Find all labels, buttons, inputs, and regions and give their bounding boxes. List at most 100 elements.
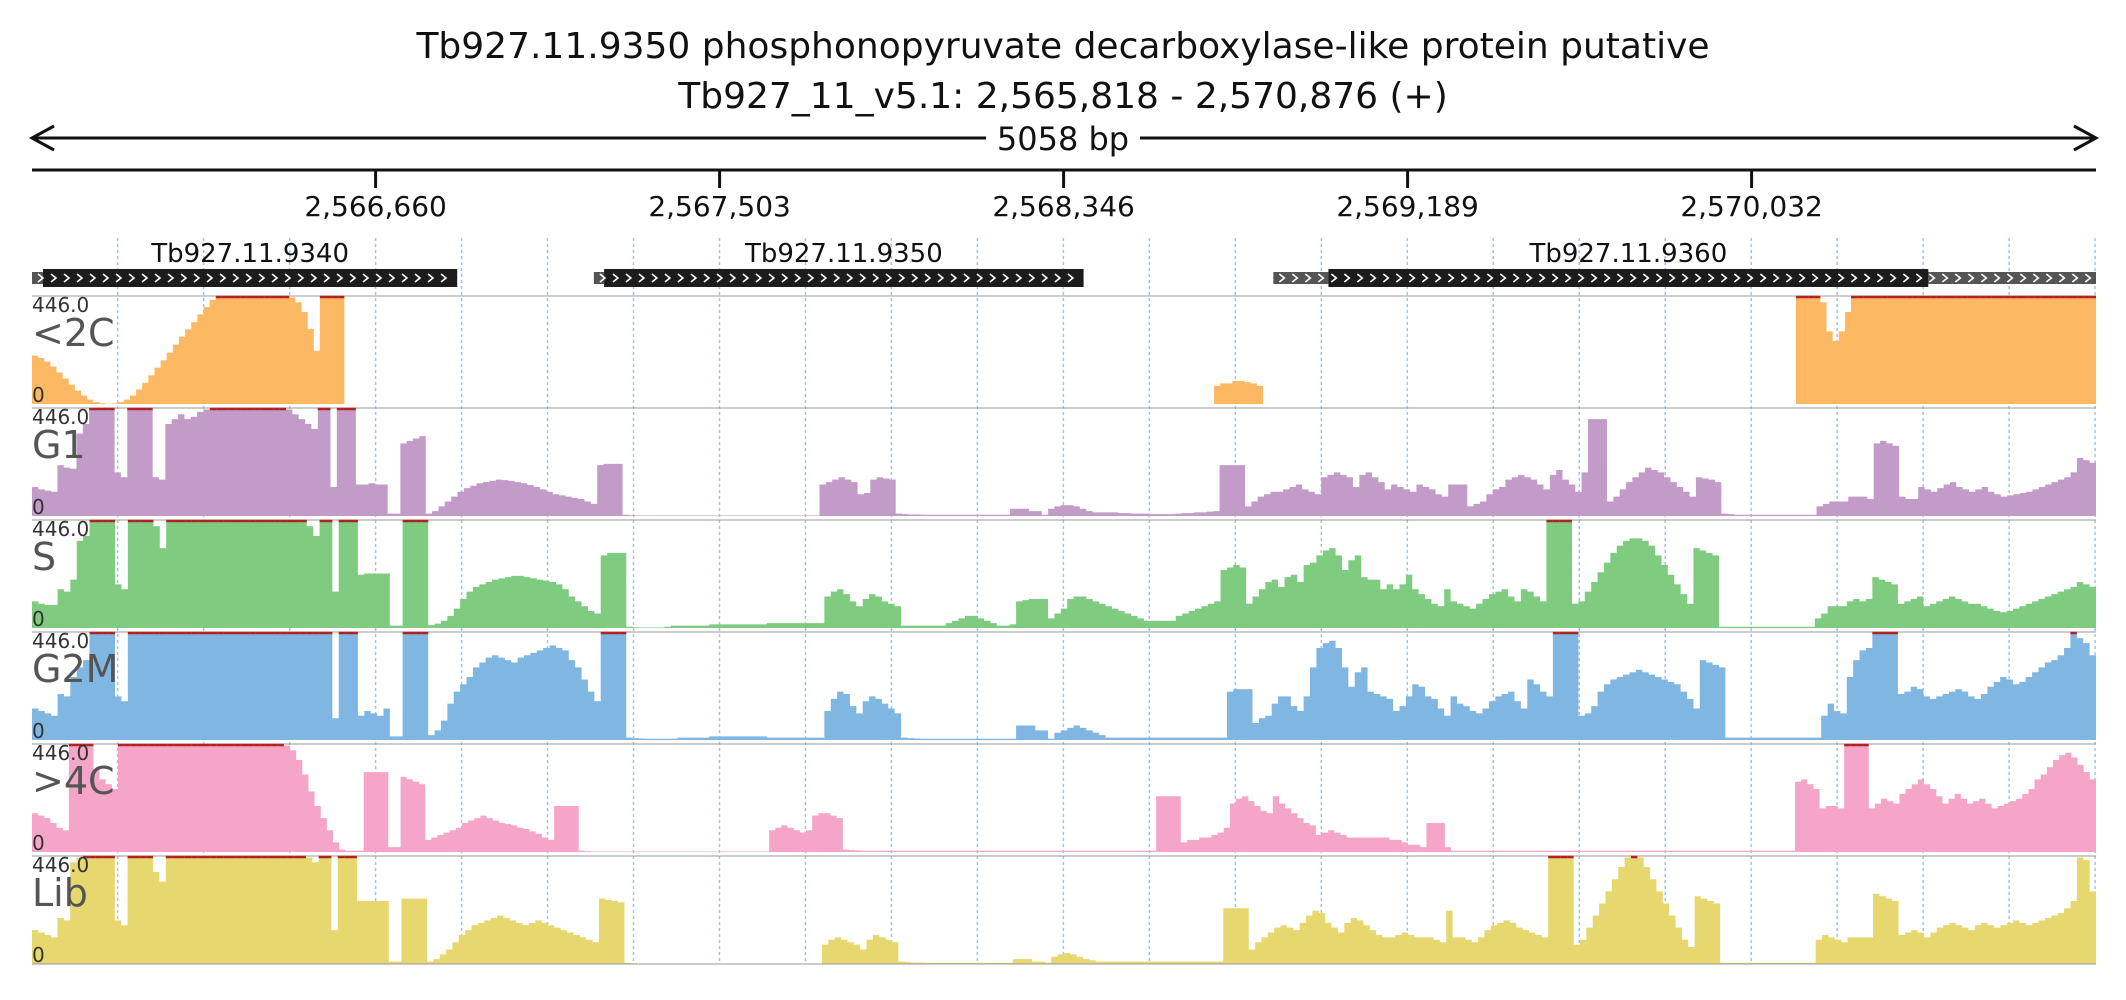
- track-min-label: 0: [32, 607, 45, 631]
- strand-chevron: [1002, 273, 1010, 283]
- track-min-label: 0: [32, 383, 45, 407]
- track-max-label: 446.0: [32, 517, 89, 541]
- track-name-label: G1: [32, 423, 86, 467]
- strand-chevron: [89, 273, 97, 283]
- strand-chevron: [872, 273, 880, 283]
- strand-chevron: [651, 273, 659, 283]
- strand-chevron: [1028, 273, 1036, 283]
- strand-chevron: [284, 273, 292, 283]
- strand-chevron: [937, 273, 945, 283]
- strand-chevron: [807, 273, 815, 283]
- track-max-label: 446.0: [32, 405, 89, 429]
- gene-feature[interactable]: Tb927.11.9340: [32, 239, 458, 287]
- track-name-label: Lib: [32, 871, 88, 915]
- strand-chevron: [1655, 273, 1663, 283]
- strand-chevron: [1447, 273, 1455, 283]
- strand-chevron: [1369, 273, 1377, 283]
- gene-label: Tb927.11.9340: [150, 239, 349, 269]
- track-name-label: S: [32, 535, 56, 579]
- strand-chevron: [859, 273, 867, 283]
- strand-chevron: [1642, 273, 1650, 283]
- strand-chevron: [2058, 273, 2066, 283]
- gene-feature[interactable]: Tb927.11.9360: [1273, 239, 2096, 287]
- track-max-label: 446.0: [32, 741, 89, 765]
- strand-chevron: [1395, 273, 1403, 283]
- strand-chevron: [37, 273, 45, 283]
- strand-chevron: [1564, 273, 1572, 283]
- track-max-label: 446.0: [32, 629, 89, 653]
- strand-chevron: [1499, 273, 1507, 283]
- strand-chevron: [1772, 273, 1780, 283]
- strand-chevron: [115, 273, 123, 283]
- strand-chevron: [703, 273, 711, 283]
- axis-tick-label: 2,569,189: [1336, 190, 1479, 223]
- strand-chevron: [1041, 273, 1049, 283]
- strand-chevron: [1356, 273, 1364, 283]
- strand-chevron: [1434, 273, 1442, 283]
- strand-chevron: [612, 273, 620, 283]
- strand-chevron: [1889, 273, 1897, 283]
- coverage-area: [32, 632, 2096, 740]
- strand-chevron: [729, 273, 737, 283]
- strand-chevron: [102, 273, 110, 283]
- track-name-label: G2M: [32, 647, 118, 691]
- strand-chevron: [1629, 273, 1637, 283]
- span-arrow-right-head: [2073, 124, 2100, 152]
- axis-tick-label: 2,570,032: [1680, 190, 1823, 223]
- strand-chevron: [1837, 273, 1845, 283]
- strand-chevron: [1512, 273, 1520, 283]
- strand-chevron: [1343, 273, 1351, 283]
- strand-chevron: [232, 273, 240, 283]
- coverage-area: [32, 408, 2096, 516]
- strand-chevron: [1915, 273, 1923, 283]
- track-min-label: 0: [32, 831, 45, 855]
- strand-chevron: [2019, 273, 2027, 283]
- strand-chevron: [599, 273, 607, 283]
- strand-chevron: [1850, 273, 1858, 283]
- strand-chevron: [1798, 273, 1806, 283]
- strand-chevron: [1616, 273, 1624, 283]
- strand-chevron: [1928, 273, 1936, 283]
- strand-chevron: [1054, 273, 1062, 283]
- strand-chevron: [1421, 273, 1429, 283]
- strand-chevron: [50, 273, 58, 283]
- strand-chevron: [1590, 273, 1598, 283]
- coverage-track: 446.0 0 >4C: [32, 741, 2096, 855]
- strand-chevron: [898, 273, 906, 283]
- strand-chevron: [820, 273, 828, 283]
- strand-chevron: [1746, 273, 1754, 283]
- strand-chevron: [690, 273, 698, 283]
- track-min-label: 0: [32, 719, 45, 743]
- strand-chevron: [1902, 273, 1910, 283]
- gene-utr: [32, 272, 44, 284]
- strand-chevron: [154, 273, 162, 283]
- strand-chevron: [1681, 273, 1689, 283]
- coverage-track: 446.0 0 G2M: [32, 629, 2096, 743]
- strand-chevron: [1408, 273, 1416, 283]
- strand-chevron: [1811, 273, 1819, 283]
- strand-chevron: [2084, 273, 2092, 283]
- track-name-label: <2C: [32, 311, 115, 355]
- strand-chevron: [323, 273, 331, 283]
- strand-chevron: [1538, 273, 1546, 283]
- strand-chevron: [375, 273, 383, 283]
- axis-tick-label: 2,567,503: [648, 190, 791, 223]
- strand-chevron: [141, 273, 149, 283]
- gene-feature[interactable]: Tb927.11.9350: [593, 239, 1084, 287]
- strand-chevron: [2071, 273, 2079, 283]
- axis-tick-label: 2,568,346: [992, 190, 1135, 223]
- strand-chevron: [677, 273, 685, 283]
- strand-chevron: [768, 273, 776, 283]
- strand-chevron: [1707, 273, 1715, 283]
- strand-chevron: [989, 273, 997, 283]
- gene-utr: [593, 272, 605, 284]
- strand-chevron: [167, 273, 175, 283]
- strand-chevron: [258, 273, 266, 283]
- strand-chevron: [1525, 273, 1533, 283]
- strand-chevron: [1954, 273, 1962, 283]
- strand-chevron: [440, 273, 448, 283]
- strand-chevron: [833, 273, 841, 283]
- strand-chevron: [1460, 273, 1468, 283]
